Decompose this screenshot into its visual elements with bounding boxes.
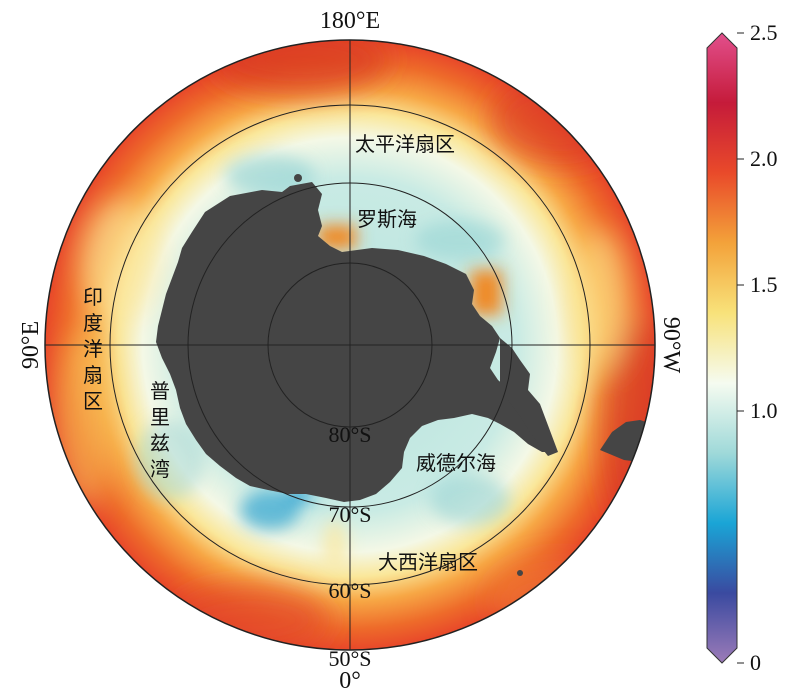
colorbar-body (706, 32, 738, 664)
lat-label-70s: 70°S (328, 502, 371, 527)
graticule (44, 39, 656, 651)
island-3 (617, 495, 623, 501)
colorbar-tick-label: 2.5 (750, 20, 778, 45)
map-disc (45, 40, 655, 650)
lon-label-top: 180°E (320, 8, 380, 34)
lon-label-bottom: 0° (339, 668, 361, 693)
region-label-atlantic: 大西洋扇区 (378, 550, 478, 574)
colorbar-tick-label: 1.5 (750, 272, 778, 297)
lat-label-60s: 60°S (328, 578, 371, 603)
lat-label-80s: 80°S (328, 422, 371, 447)
lon-label-left: 90°E (18, 321, 44, 369)
colorbar-tick-label: 0 (750, 650, 761, 675)
colorbar-tick-label: 2.0 (750, 146, 778, 171)
island-1 (294, 174, 302, 182)
colorbar: 2.5 2.0 1.5 1.0 0 (706, 20, 778, 675)
lon-label-right: 90°W (658, 317, 684, 374)
region-label-ross: 罗斯海 (357, 207, 417, 231)
region-label-weddell: 威德尔海 (416, 451, 496, 475)
map-border (44, 39, 656, 651)
colorbar-ticks: 2.5 2.0 1.5 1.0 0 (737, 20, 778, 675)
region-label-pacific: 太平洋扇区 (355, 132, 455, 156)
colorbar-tick-label: 1.0 (750, 398, 778, 423)
antarctic-peninsula (500, 338, 558, 456)
island-2 (517, 570, 523, 576)
antarctica-landmass (156, 182, 552, 502)
region-label-indian: 印度洋扇区 (83, 285, 103, 413)
region-label-prydz: 普里兹湾 (150, 379, 170, 481)
lat-label-50s: 50°S (328, 646, 371, 671)
